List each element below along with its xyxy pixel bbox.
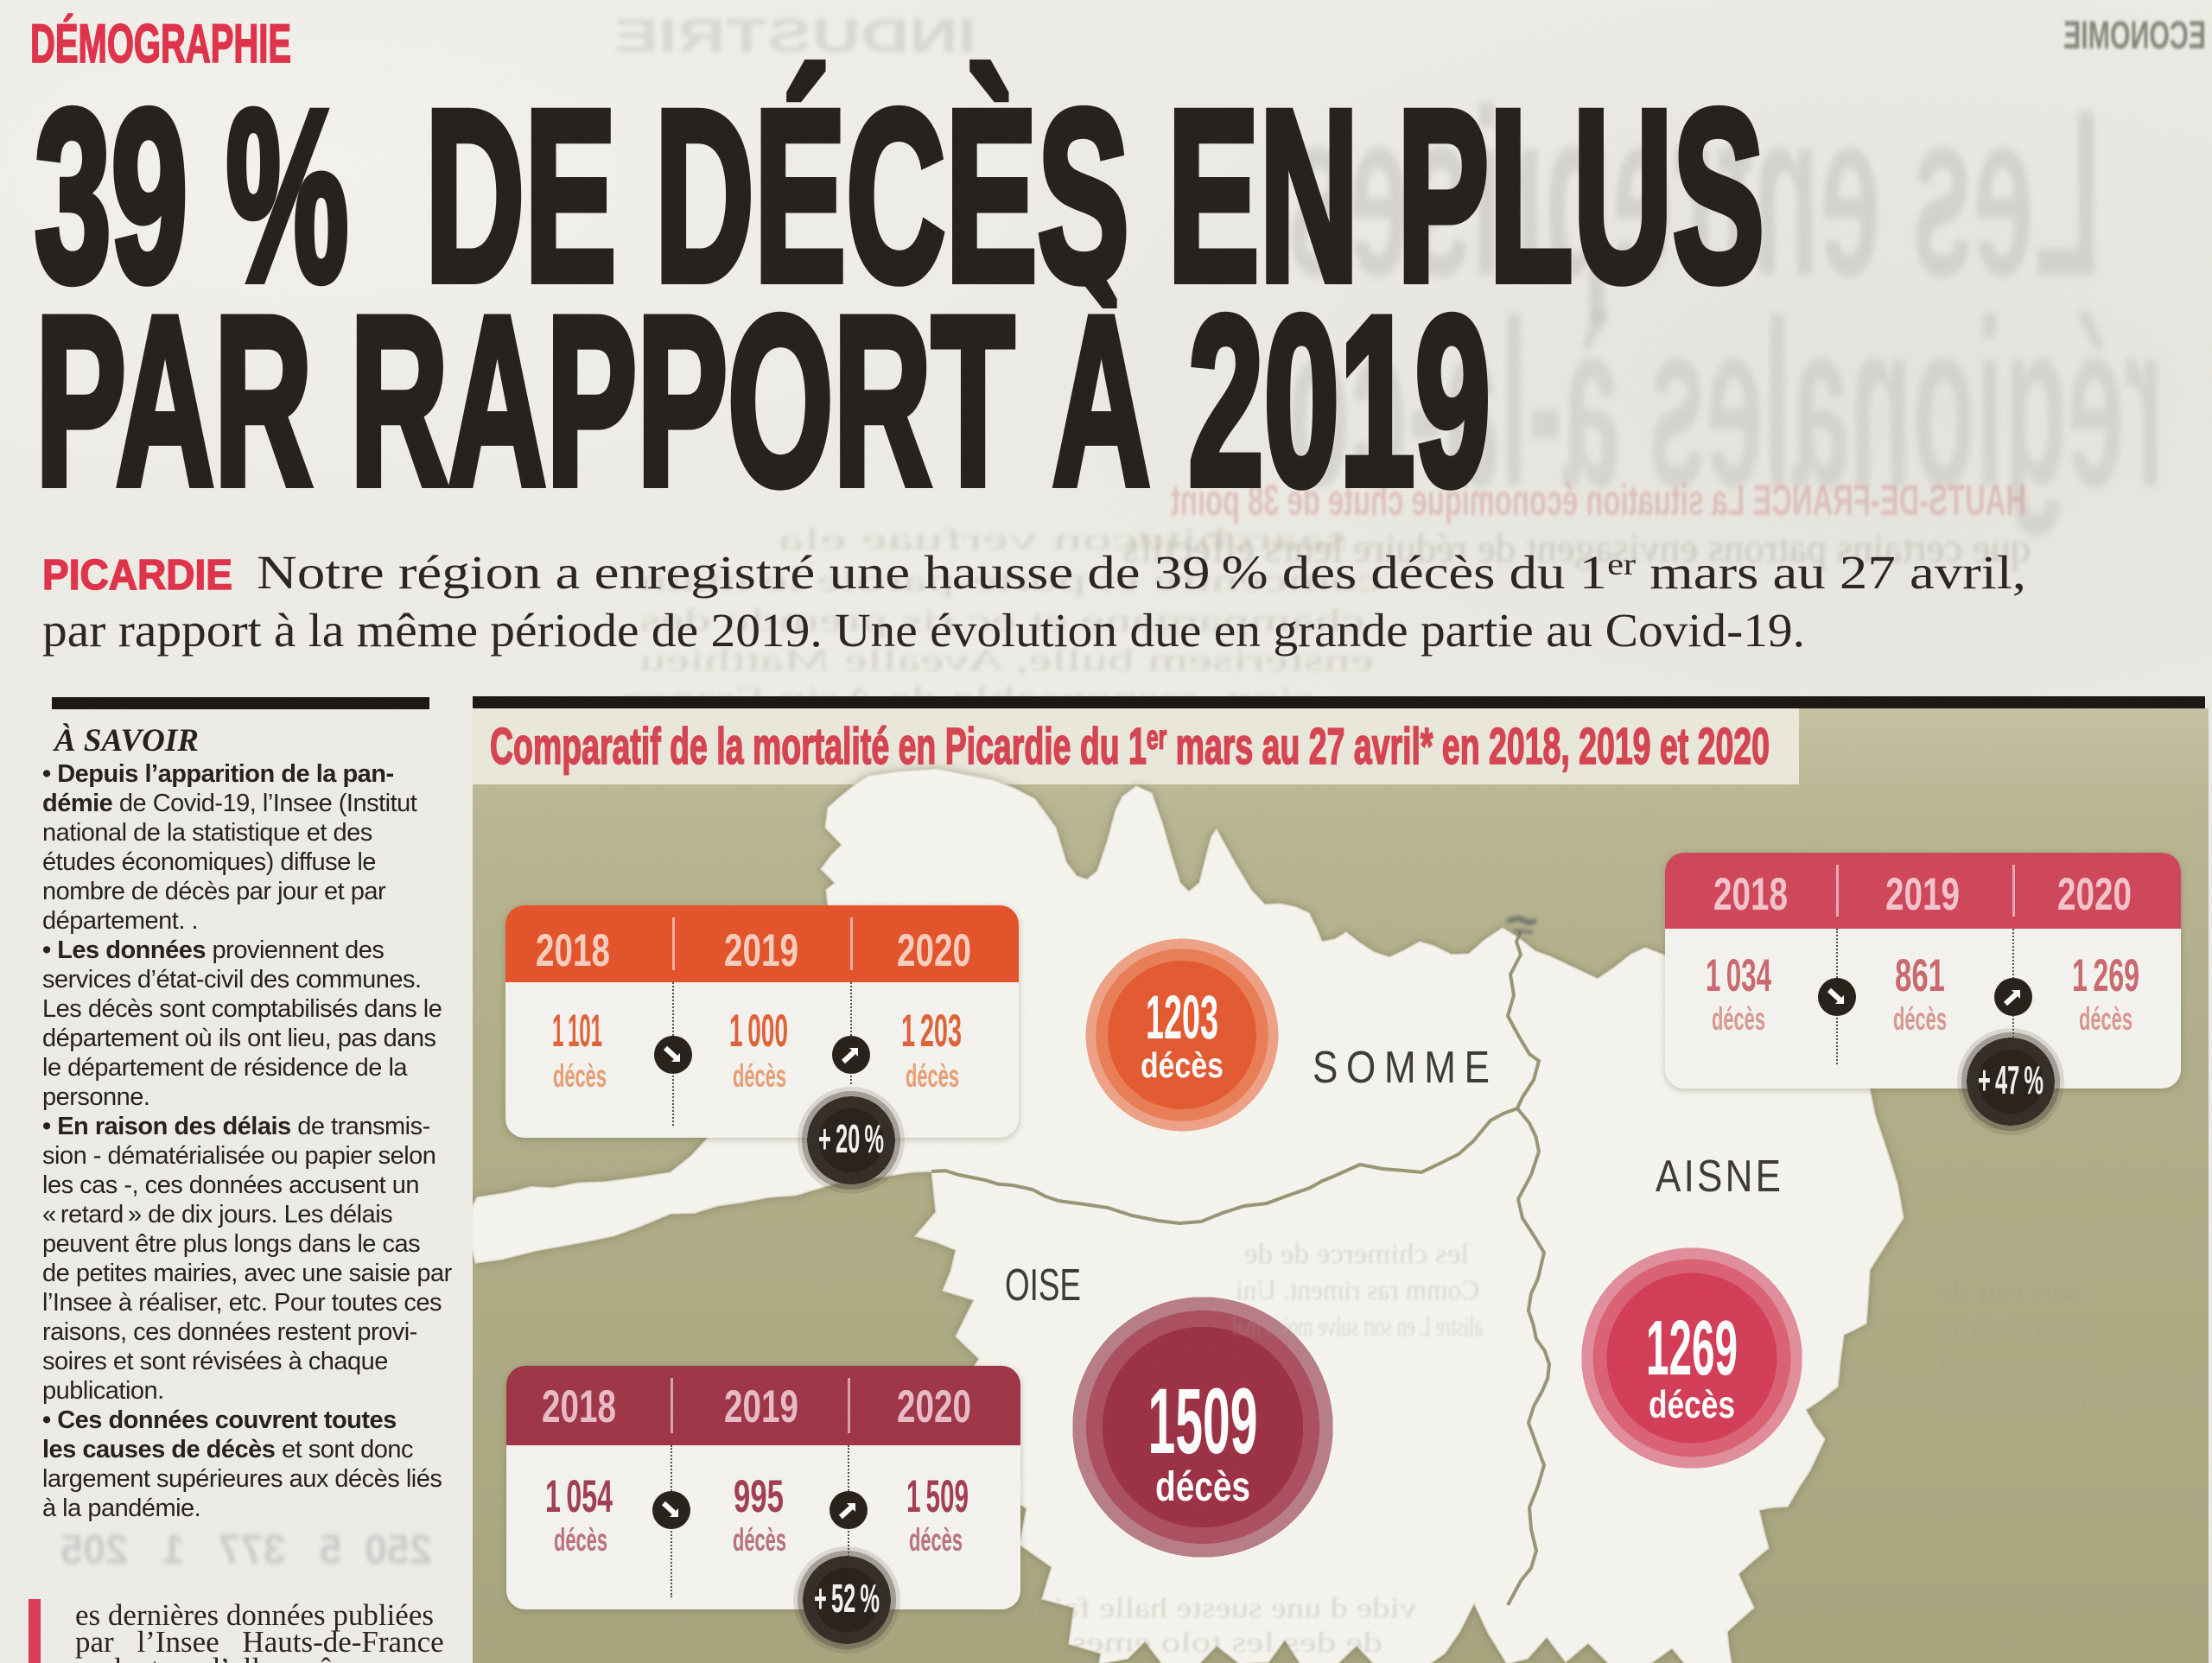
svg-text:OISE: OISE [1005, 1260, 1081, 1310]
svg-text:décès: décès [1649, 1384, 1735, 1426]
svg-text:par rapport à la même période: par rapport à la même période de 2019. U… [42, 604, 1805, 657]
svg-text:PICARDIE: PICARDIE [42, 552, 232, 599]
svg-text:décès: décès [733, 1522, 786, 1558]
svg-text:décès: décès [1155, 1463, 1250, 1511]
svg-text:861: 861 [1895, 949, 1945, 1001]
svg-text:995: 995 [734, 1470, 784, 1522]
svg-text:1 203: 1 203 [901, 1005, 962, 1057]
svg-text:décès: décès [1893, 1001, 1947, 1037]
svg-text:SOMME: SOMME [1313, 1042, 1490, 1092]
svg-text:1 054: 1 054 [545, 1470, 613, 1522]
svg-text:décès: décès [1141, 1046, 1224, 1085]
svg-text:1 034: 1 034 [1706, 949, 1771, 1001]
svg-text:PAR RAPPORT À 2019: PAR RAPPORT À 2019 [35, 267, 1491, 536]
svg-text:2018: 2018 [1713, 868, 1788, 920]
svg-text:2020: 2020 [2057, 868, 2132, 920]
svg-text:2018: 2018 [542, 1381, 616, 1432]
svg-text:+ 52 %: + 52 % [814, 1576, 880, 1621]
svg-text:1203: 1203 [1146, 983, 1218, 1052]
svg-text:AISNE: AISNE [1656, 1151, 1781, 1201]
svg-text:1 000: 1 000 [729, 1005, 788, 1057]
svg-text:1509: 1509 [1148, 1369, 1258, 1473]
svg-text:1 101: 1 101 [552, 1005, 602, 1057]
svg-text:décès: décès [906, 1058, 959, 1094]
svg-text:Comparatif de la mortalité en: Comparatif de la mortalité en Picardie d… [490, 719, 1770, 776]
svg-text:2019: 2019 [1885, 868, 1960, 920]
svg-text:décès: décès [909, 1522, 963, 1558]
svg-text:Notre région a enregistré une: Notre région a enregistré une hausse de … [257, 546, 2026, 599]
svg-text:décès: décès [554, 1522, 607, 1558]
svg-text:2018: 2018 [536, 924, 610, 976]
svg-text:1269: 1269 [1646, 1304, 1738, 1392]
svg-text:2020: 2020 [897, 1381, 971, 1432]
svg-text:décès: décès [733, 1058, 786, 1094]
svg-text:1 269: 1 269 [2072, 949, 2139, 1001]
svg-text:décès: décès [1712, 1001, 1765, 1037]
svg-text:2019: 2019 [724, 1381, 798, 1432]
svg-text:décès: décès [2079, 1001, 2133, 1037]
svg-text:2020: 2020 [897, 924, 971, 976]
svg-text:+ 20 %: + 20 % [818, 1116, 884, 1161]
svg-text:2019: 2019 [724, 924, 798, 976]
svg-text:+ 47 %: + 47 % [1978, 1057, 2044, 1102]
svg-text:décès: décès [553, 1058, 607, 1094]
svg-text:1 509: 1 509 [906, 1470, 969, 1522]
